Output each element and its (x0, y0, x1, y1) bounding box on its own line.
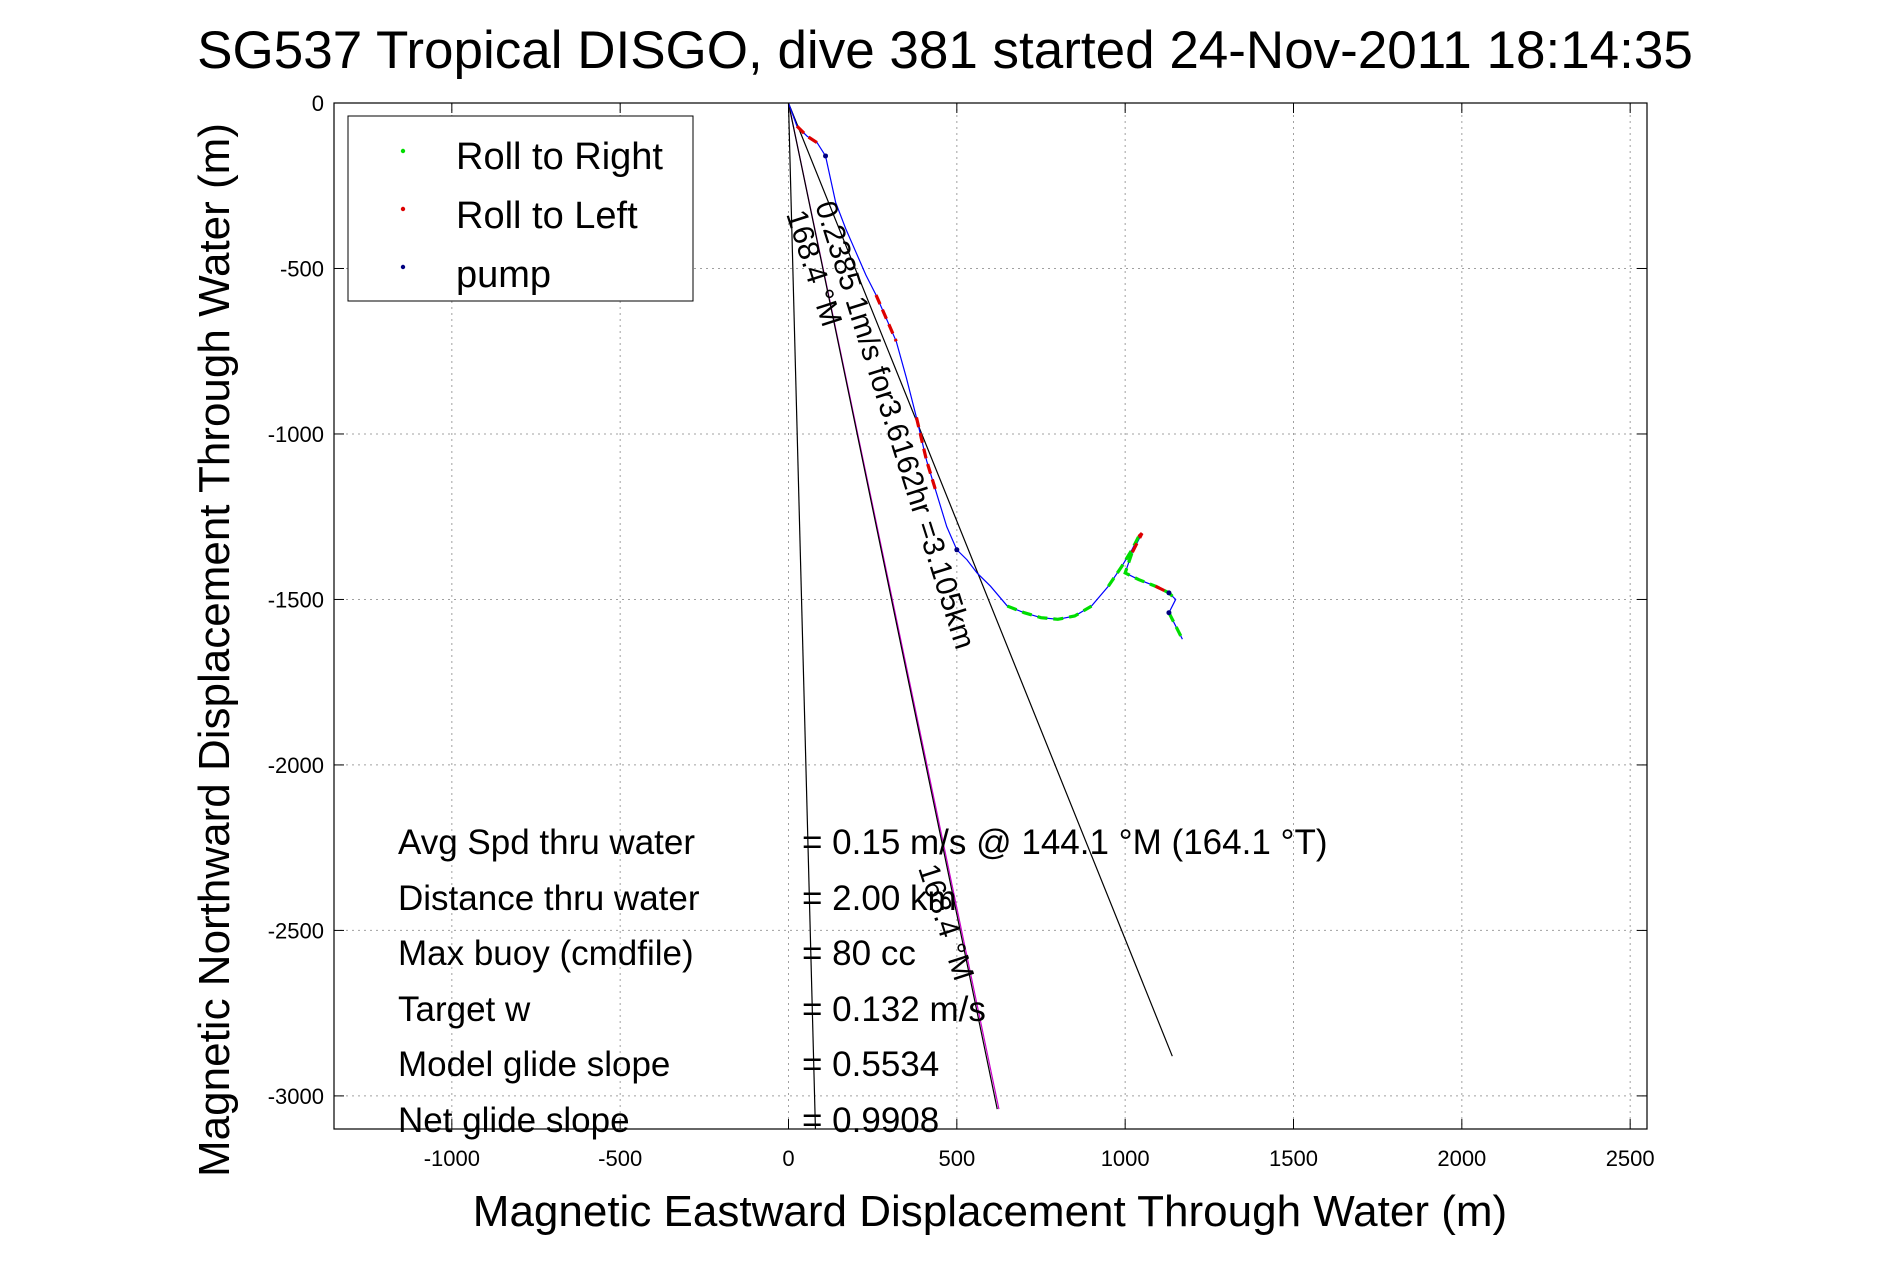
pump-point (1166, 610, 1172, 616)
y-tick-label: 0 (312, 91, 324, 116)
stat-value-net-glide: = 0.9908 (802, 1101, 939, 1140)
reference-line-current (787, 102, 1173, 1057)
x-tick-label: 2500 (1606, 1146, 1655, 1171)
y-tick-label: -2000 (268, 753, 324, 778)
x-tick-label: 0 (782, 1146, 794, 1171)
y-tick-label: -1500 (268, 587, 324, 612)
plot-frame (333, 102, 1648, 1130)
stat-label-avg-speed: Avg Spd thru water (398, 823, 695, 862)
legend-label-roll-left: Roll to Left (456, 195, 638, 237)
stat-value-distance: = 2.00 km (802, 879, 957, 918)
dive-track (787, 102, 1183, 640)
legend-marker-pump (400, 264, 406, 270)
roll-left-segment (1154, 584, 1170, 595)
roll-left-segment (1130, 532, 1144, 554)
chart-title: SG537 Tropical DISGO, dive 381 started 2… (197, 21, 1693, 80)
speed-annotation: 0.2385 1m/s for3.6162hr =3.105km (808, 197, 981, 653)
legend-label-pump: pump (456, 254, 551, 296)
y-tick-label: -2500 (268, 918, 324, 943)
axis-ticks: -1000 -500 0 500 1000 1500 2000 2500 0 -500 -1000 -… (268, 91, 1655, 1171)
x-tick-label: -1000 (424, 1146, 480, 1171)
x-tick-label: 1000 (1101, 1146, 1150, 1171)
stat-value-max-buoy: = 80 cc (802, 934, 916, 973)
roll-segments (795, 125, 1184, 640)
stat-label-net-glide: Net glide slope (398, 1101, 630, 1140)
x-axis-label: Magnetic Eastward Displacement Through W… (473, 1187, 1507, 1236)
legend-marker-roll-right (400, 148, 406, 154)
stat-label-max-buoy: Max buoy (cmdfile) (398, 934, 694, 973)
y-tick-label: -1000 (268, 422, 324, 447)
legend-marker-roll-left (400, 206, 406, 212)
legend-label-roll-right: Roll to Right (456, 136, 663, 178)
stat-label-target-w: Target w (398, 990, 531, 1029)
stats-block: Avg Spd thru water = 0.15 m/s @ 144.1 °M… (398, 823, 1328, 1140)
roll-right-segment (1167, 611, 1184, 640)
track-line (787, 102, 1183, 640)
stat-value-target-w: = 0.132 m/s (802, 990, 986, 1029)
x-tick-label: 500 (938, 1146, 975, 1171)
reference-line-heading-168.4-right-dark (787, 102, 998, 1110)
legend: Roll to Right Roll to Left pump (347, 115, 694, 302)
x-tick-label: 2000 (1437, 1146, 1486, 1171)
y-axis-label: Magnetic Northward Displacement Through … (190, 123, 239, 1177)
pump-point (823, 153, 829, 159)
stat-value-avg-speed: = 0.15 m/s @ 144.1 °M (164.1 °T) (802, 823, 1328, 862)
pump-point (954, 547, 960, 553)
roll-right-segment (1006, 604, 1093, 621)
roll-left-segment (874, 294, 898, 342)
x-tick-label: -500 (598, 1146, 642, 1171)
stat-label-distance: Distance thru water (398, 879, 700, 918)
roll-left-segment (795, 125, 818, 145)
stat-value-model-glide: = 0.5534 (802, 1045, 939, 1084)
reference-lines (787, 102, 1173, 1130)
y-tick-label: -3000 (268, 1084, 324, 1109)
y-tick-label: -500 (280, 256, 324, 281)
pump-point (1166, 590, 1172, 596)
stat-label-model-glide: Model glide slope (398, 1045, 670, 1084)
roll-left-segment (914, 417, 939, 495)
x-tick-label: 1500 (1269, 1146, 1318, 1171)
legend-box (347, 115, 694, 302)
reference-line-heading-168.4-left (787, 102, 817, 1130)
